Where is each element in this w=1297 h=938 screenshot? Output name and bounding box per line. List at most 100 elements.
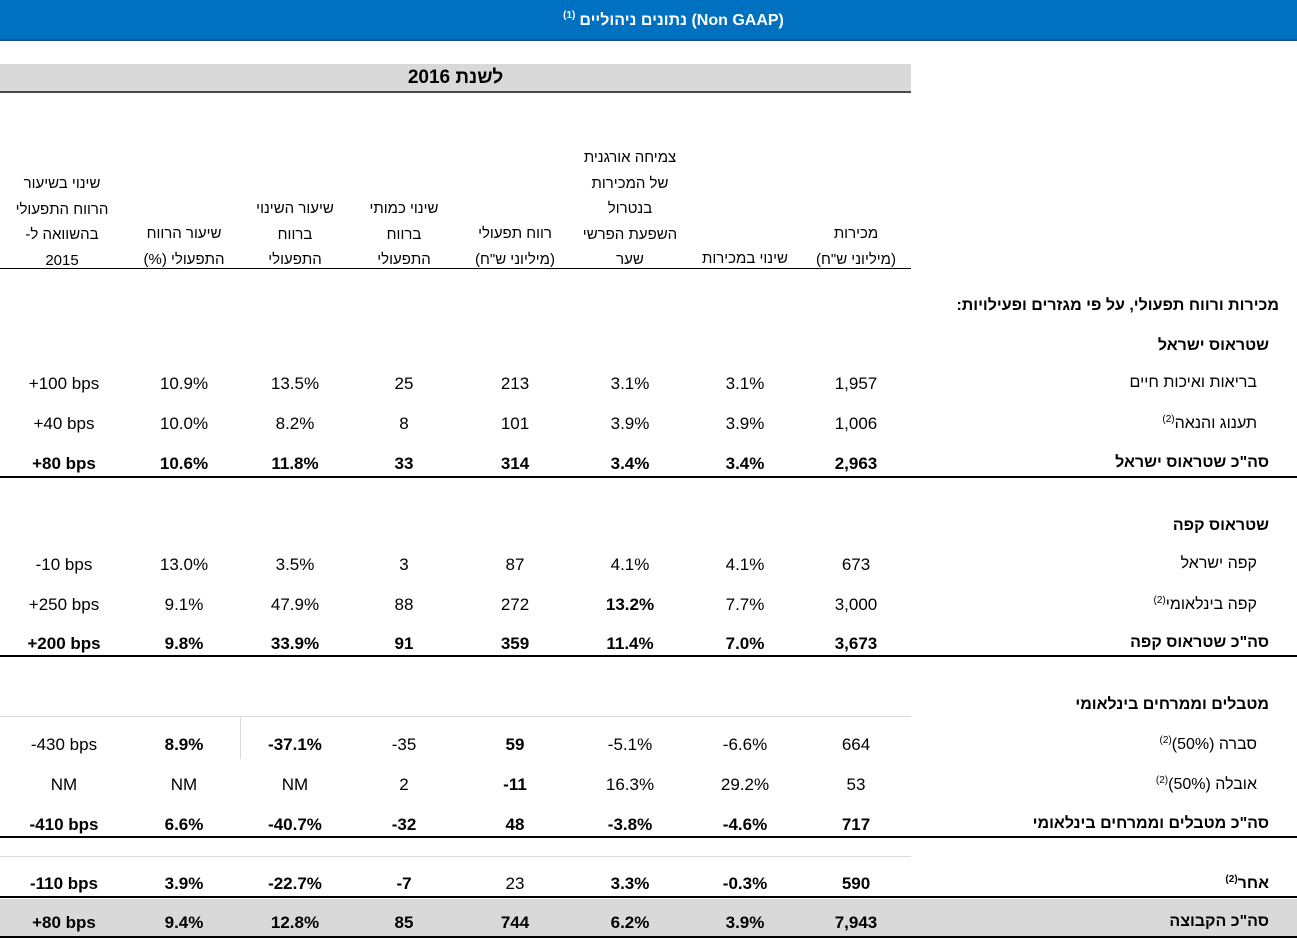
cell-op-change: 2: [399, 775, 409, 794]
cell-op-margin: 13.0%: [159, 555, 209, 574]
row-label-text: בריאות ואיכות חיים: [1129, 374, 1257, 391]
col-header-line: (מיליוני ש"ח): [816, 250, 896, 268]
cell-op-profit: 59: [505, 735, 525, 754]
section-rule: [0, 655, 1297, 657]
cell-op-change-pct: 12.8%: [270, 913, 320, 932]
col-header-line: שיעור הרווח: [146, 225, 222, 242]
row-footnote: (2): [1155, 775, 1169, 786]
row-label: סה"כ הקבוצה: [1169, 913, 1269, 931]
col-header-line: שער: [616, 251, 644, 268]
cell-organic: 3.9%: [610, 414, 650, 433]
cell-sales-change: 4.1%: [725, 555, 765, 574]
col-header-line: של המכירות: [591, 174, 669, 192]
cell-op-change: 33: [394, 454, 414, 473]
row-label: תענוג והנאה(2): [1159, 414, 1257, 433]
col-header-line: ברווח: [386, 225, 422, 243]
cell-organic: -3.8%: [607, 815, 653, 834]
cell-margin-change: -410 bps: [29, 815, 99, 834]
cell-op-change-pct: 13.5%: [270, 374, 320, 393]
cell-organic: 3.3%: [610, 874, 650, 893]
col-header-line: שינוי במכירות: [702, 250, 788, 267]
cell-organic: 3.1%: [610, 374, 650, 393]
col-header-op-change-pct: שיעור השינוי ברווח התפעולי: [240, 196, 350, 273]
cell-sales: 664: [841, 735, 871, 754]
col-header-line: ברווח: [277, 225, 313, 243]
col-header-organic-growth: צמיחה אורגנית של המכירות בנטרול השפעת הפ…: [568, 145, 692, 273]
row-label: קפה ישראל: [1181, 555, 1257, 573]
page-title: נתונים ניהוליים (Non GAAP): [579, 11, 784, 29]
grid-line: [0, 856, 911, 857]
cell-organic: 3.4%: [610, 454, 650, 473]
cell-op-change: 25: [394, 374, 414, 393]
cell-sales-change: 7.0%: [725, 634, 765, 653]
bottom-rule: [0, 936, 1297, 938]
cell-op-change: 85: [394, 913, 414, 932]
col-header-line: בנטרול: [607, 200, 653, 217]
section-title-coffee: שטראוס קפה: [1172, 517, 1269, 534]
col-header-op-change-abs: שינוי כמותי ברווח התפעולי: [352, 196, 456, 273]
row-label-text: קפה בינלאומי: [1165, 596, 1257, 613]
cell-sales-change: 7.7%: [725, 595, 765, 614]
row-label: סה"כ שטראוס קפה: [1130, 634, 1269, 652]
cell-op-change-pct: -22.7%: [268, 874, 322, 893]
cell-sales-change: 29.2%: [720, 775, 770, 794]
cell-op-change-pct: -37.1%: [268, 735, 322, 754]
col-header-line: התפעולי (%): [143, 250, 225, 268]
col-header-line: שינוי בשיעור: [23, 175, 101, 192]
section-rule: [0, 476, 1297, 478]
col-header-line: השפעת הפרשי: [582, 225, 678, 243]
year-header: לשנת 2016: [0, 64, 911, 93]
cell-margin-change: +100 bps: [28, 374, 100, 393]
col-header-op-profit: רווח תפעולי (מיליוני ש"ח): [460, 221, 570, 272]
row-label: סה"כ שטראוס ישראל: [1115, 454, 1269, 472]
cell-op-margin: 8.9%: [164, 735, 204, 754]
cell-op-change: -35: [391, 735, 417, 754]
row-footnote: (2): [1153, 595, 1166, 606]
cell-op-margin: 9.1%: [164, 595, 204, 614]
row-label-text: סברה (50%): [1171, 736, 1257, 753]
cell-op-profit: 744: [500, 913, 530, 932]
intro-text: מכירות ורווח תפעולי, על פי מגזרים ופעילו…: [956, 297, 1279, 314]
row-label: אובלה (50%)(2): [1153, 775, 1257, 794]
cell-sales: 1,006: [834, 414, 878, 433]
cell-margin-change: -110 bps: [29, 874, 99, 893]
row-label: סברה (50%)(2): [1157, 735, 1258, 754]
section-rule: [0, 896, 1297, 898]
cell-op-margin: 9.8%: [164, 634, 204, 653]
cell-op-change-pct: 47.9%: [270, 595, 320, 614]
cell-op-margin: 10.9%: [159, 374, 209, 393]
cell-organic: 11.4%: [606, 634, 654, 653]
row-footnote: (2): [1159, 735, 1172, 746]
cell-margin-change: -430 bps: [30, 735, 98, 754]
cell-op-margin: 10.0%: [159, 414, 209, 433]
cell-margin-change: +80 bps: [32, 454, 96, 473]
cell-sales: 1,957: [834, 374, 878, 393]
cell-sales-change: -4.6%: [722, 815, 768, 834]
cell-op-profit: 314: [500, 454, 530, 473]
row-label: בריאות ואיכות חיים: [1130, 374, 1257, 392]
row-label-text: סה"כ שטראוס ישראל: [1115, 454, 1269, 471]
row-label-text: סה"כ הקבוצה: [1169, 913, 1269, 930]
cell-op-change-pct: NM: [281, 775, 309, 794]
cell-op-change: -7: [396, 874, 412, 893]
row-label-text: סה"כ שטראוס קפה: [1130, 634, 1269, 651]
cell-margin-change: +200 bps: [27, 634, 101, 653]
cell-op-change: 88: [394, 595, 414, 614]
section-rule: [0, 836, 1297, 838]
row-label: קפה בינלאומי(2): [1151, 595, 1258, 614]
cell-op-margin: 6.6%: [164, 815, 204, 834]
year-label: לשנת 2016: [407, 66, 504, 88]
grid-line: [0, 716, 911, 717]
col-header-line: 2015: [45, 251, 79, 269]
cell-sales: 3,673: [834, 634, 878, 653]
col-header-line: התפעולי: [377, 251, 431, 268]
col-header-line: מכירות: [833, 225, 879, 242]
cell-op-change-pct: 11.8%: [271, 454, 319, 473]
col-header-op-margin: שיעור הרווח התפעולי (%): [126, 221, 242, 272]
cell-op-profit: 101: [500, 414, 530, 433]
cell-sales-change: 3.4%: [725, 454, 765, 473]
cell-margin-change: +250 bps: [28, 595, 100, 614]
cell-op-profit: 87: [505, 555, 525, 574]
cell-sales-change: 3.1%: [725, 374, 765, 393]
col-header-sales-change: שינוי במכירות: [690, 246, 800, 272]
